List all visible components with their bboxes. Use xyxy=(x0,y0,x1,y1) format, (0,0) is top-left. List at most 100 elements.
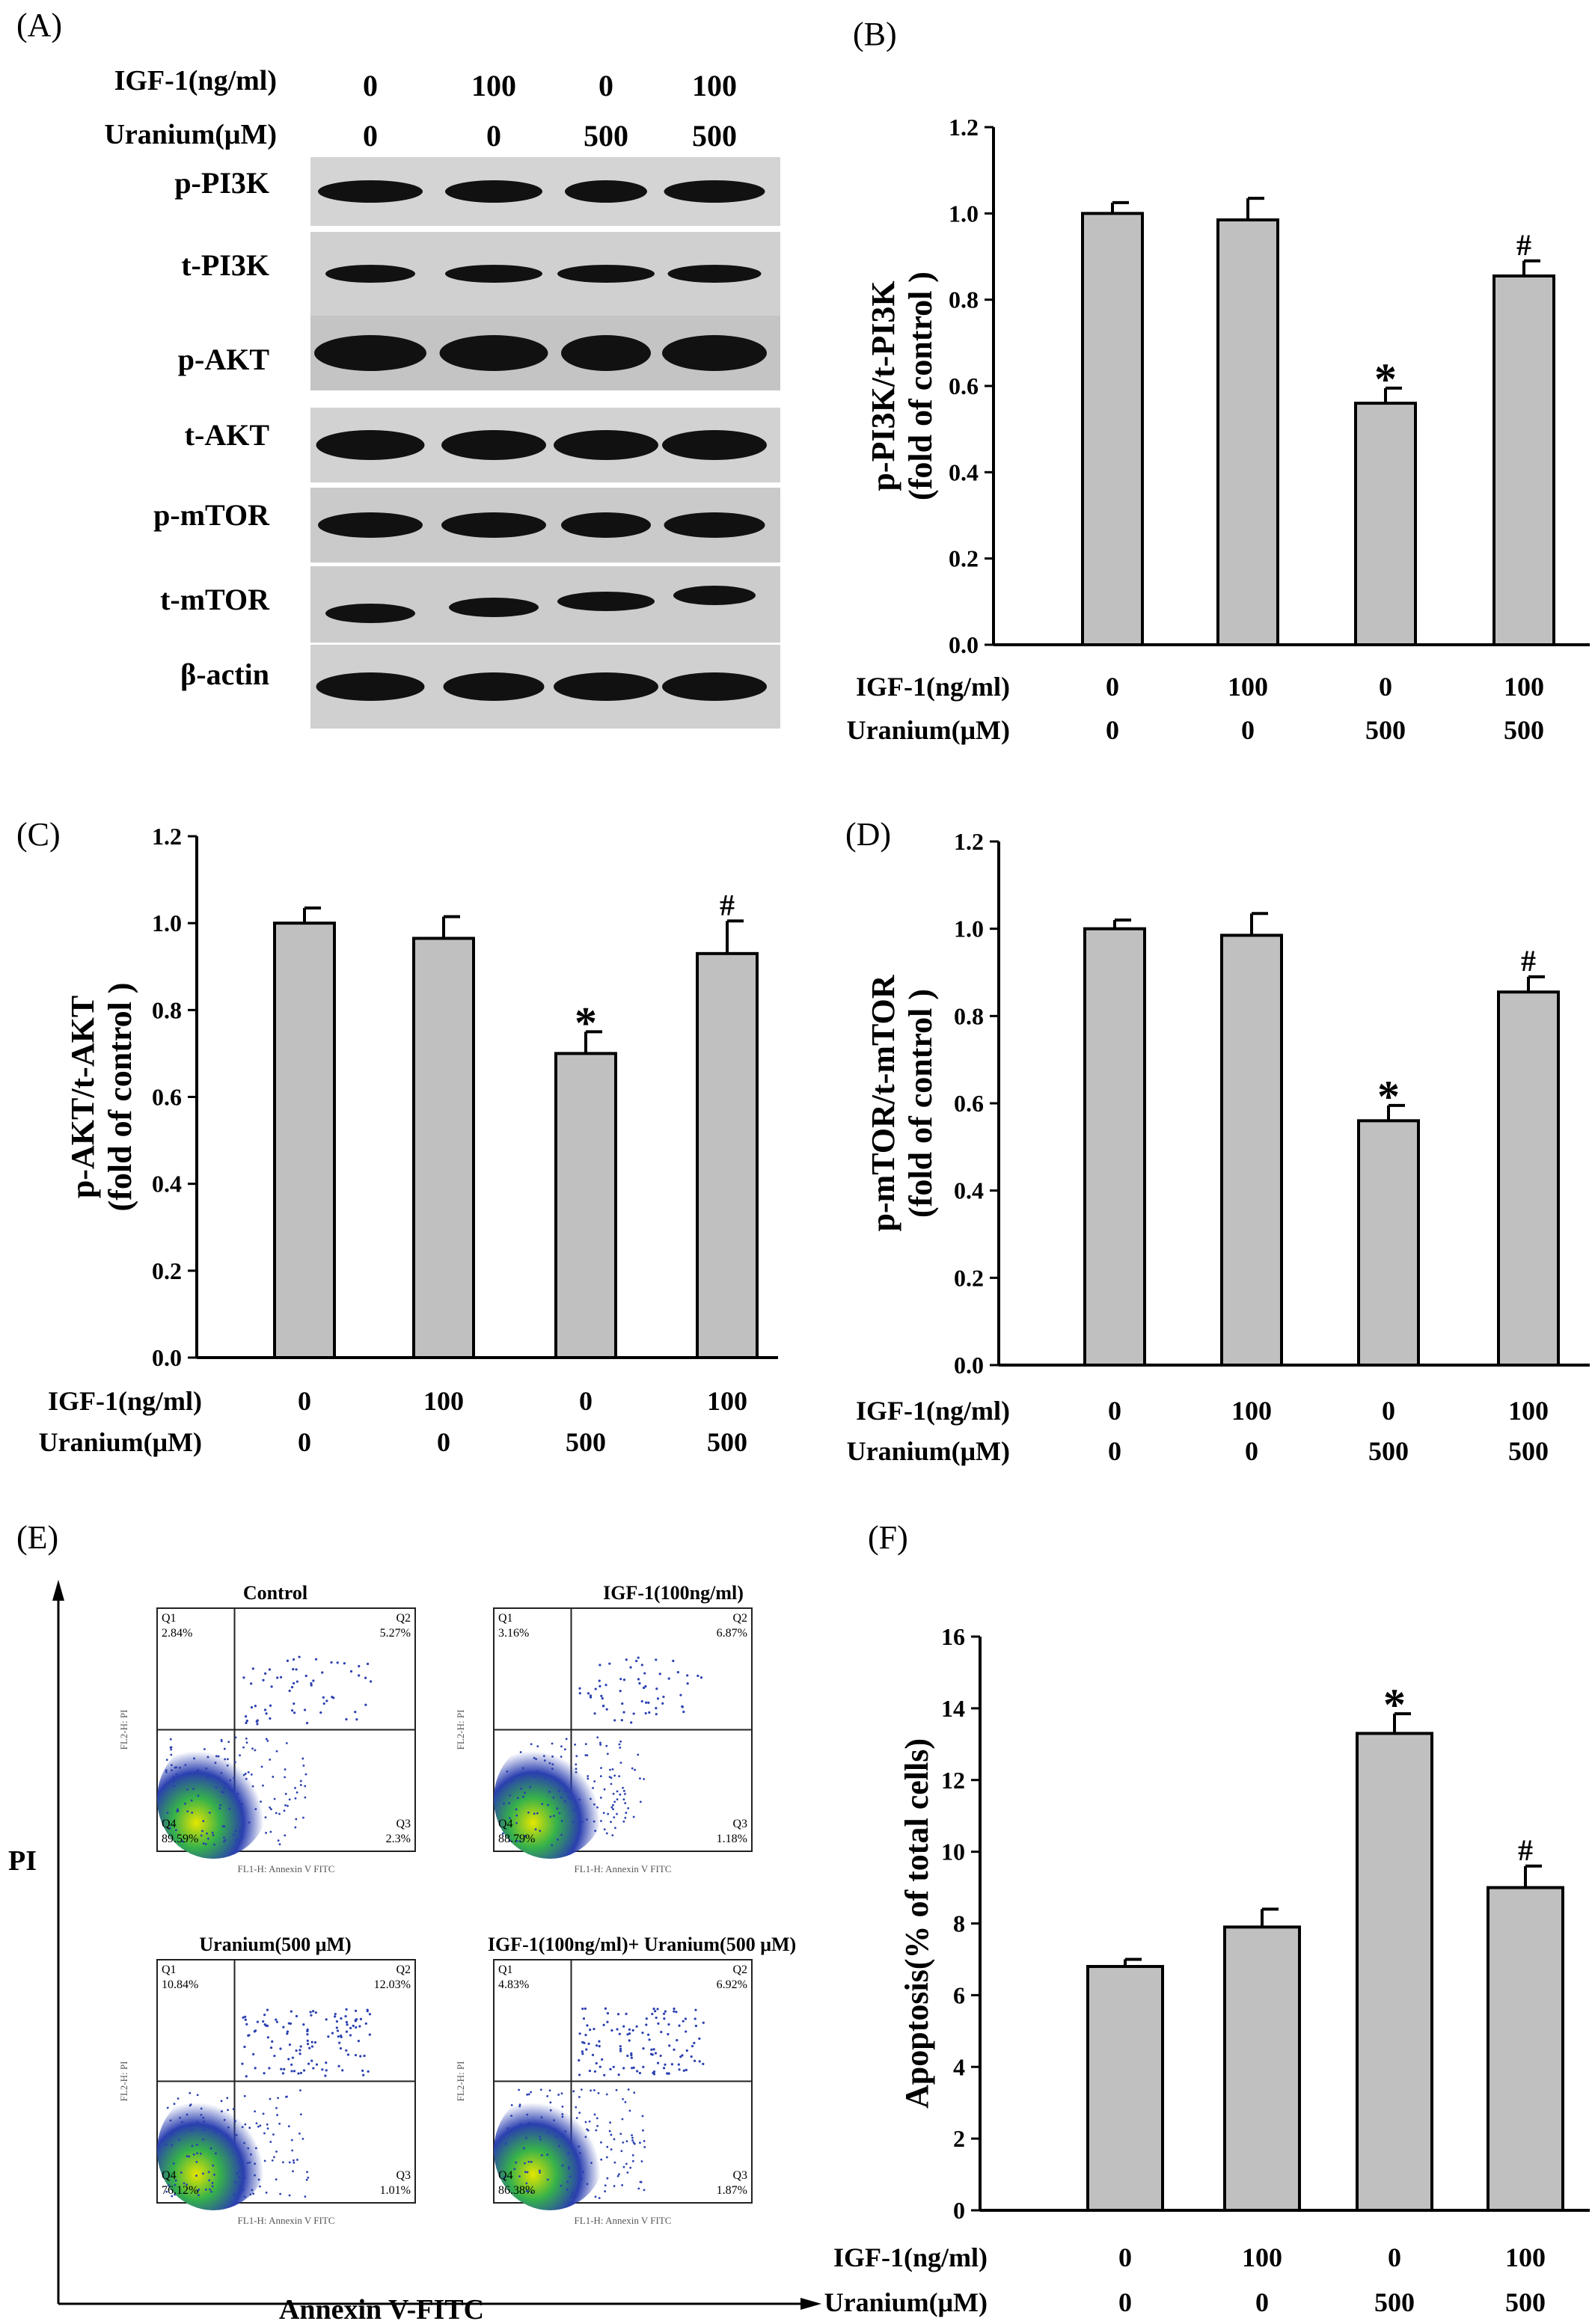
blot-row-label: p-PI3K xyxy=(174,166,269,200)
event-dot xyxy=(223,1836,225,1839)
event-dot xyxy=(595,2061,598,2065)
event-dot xyxy=(521,1795,524,1798)
event-dot xyxy=(605,1744,608,1747)
event-dot xyxy=(560,2092,563,2095)
significance-mark: * xyxy=(575,998,597,1047)
event-dot xyxy=(248,2034,251,2037)
event-dot xyxy=(298,2132,301,2135)
event-dot xyxy=(292,1658,296,1661)
event-dot xyxy=(555,2135,558,2138)
event-dot xyxy=(578,2032,581,2035)
event-dot xyxy=(698,2060,701,2063)
chart-b: 0.0 0.2 0.4 0.6 0.8 1.0 1.2 p-PI3K/t-PI3K (fold … xyxy=(847,114,1590,745)
panel-label-a: (A) xyxy=(16,7,62,43)
event-dot xyxy=(594,1830,597,1833)
event-dot xyxy=(369,1680,373,1683)
blot-band xyxy=(662,430,767,460)
event-dot xyxy=(234,1736,237,1739)
y-tick-label: 6 xyxy=(953,1981,965,2008)
flow-small-xlabel: FL1-H: Annexin V FITC xyxy=(575,2215,672,2226)
event-dot xyxy=(528,2121,530,2124)
category-igf-label: 0 xyxy=(1108,1396,1121,1426)
event-dot xyxy=(510,1779,513,1782)
event-dot xyxy=(610,2133,613,2136)
event-dot xyxy=(287,1804,289,1807)
event-dot xyxy=(254,2162,257,2165)
event-dot xyxy=(673,2048,676,2051)
event-dot xyxy=(539,1830,542,1833)
event-dot xyxy=(257,2125,260,2128)
event-dot xyxy=(637,1656,640,1659)
event-dot xyxy=(250,1706,254,1709)
event-dot xyxy=(336,2029,340,2032)
event-dot xyxy=(298,2052,301,2055)
event-dot xyxy=(238,2176,241,2179)
event-dot xyxy=(673,2007,676,2011)
blot-uranium-label: Uranium(μM) xyxy=(104,119,277,150)
event-dot xyxy=(254,2067,257,2070)
flow-plot-title: Control xyxy=(243,1582,307,1604)
event-dot xyxy=(525,2182,528,2185)
y-tick-label: 0.0 xyxy=(949,631,979,658)
event-dot xyxy=(166,2106,169,2109)
event-dot xyxy=(593,2113,596,2116)
event-dot xyxy=(327,2035,330,2038)
event-dot xyxy=(209,2147,212,2150)
event-dot xyxy=(619,2047,622,2050)
event-dot xyxy=(660,2031,663,2034)
event-dot xyxy=(655,1707,658,1710)
q1-label: Q1 xyxy=(162,1963,177,1976)
event-dot xyxy=(254,2110,257,2113)
event-dot xyxy=(621,2184,624,2186)
event-dot xyxy=(279,1675,283,1678)
event-dot xyxy=(542,1755,545,1758)
event-dot xyxy=(663,2017,666,2020)
event-dot xyxy=(204,1843,207,1845)
event-dot xyxy=(619,2049,622,2052)
event-dot xyxy=(678,2068,681,2071)
category-igf-label: 0 xyxy=(1106,672,1119,702)
y-tick-label: 0.6 xyxy=(954,1090,984,1117)
event-dot xyxy=(611,1834,614,1837)
flow-plot-title: Uranium(500 μM) xyxy=(199,1934,351,1955)
event-dot xyxy=(631,2067,634,2070)
y-tick-label: 0.2 xyxy=(152,1257,182,1284)
event-dot xyxy=(215,2131,218,2134)
event-dot xyxy=(337,2035,340,2038)
blot-band xyxy=(318,180,423,203)
event-dot xyxy=(254,1705,257,1708)
event-dot xyxy=(587,1777,590,1780)
event-dot xyxy=(165,1759,168,1762)
event-dot xyxy=(165,1769,168,1772)
event-dot xyxy=(196,2121,199,2124)
event-dot xyxy=(699,1676,703,1679)
event-dot xyxy=(273,1797,276,1800)
event-dot xyxy=(221,2110,223,2113)
event-dot xyxy=(254,2147,257,2150)
event-dot xyxy=(557,2094,560,2096)
event-dot xyxy=(618,1775,621,1778)
event-dot xyxy=(526,2113,529,2116)
igf-row-label: IGF-1(ng/ml) xyxy=(856,1396,1010,1426)
event-dot xyxy=(180,2125,183,2128)
event-dot xyxy=(599,1744,601,1746)
event-dot xyxy=(186,1788,189,1791)
event-dot xyxy=(211,2182,214,2184)
y-tick-label: 1.2 xyxy=(152,823,182,850)
event-dot xyxy=(611,1768,614,1770)
event-dot xyxy=(250,1773,253,1776)
event-dot xyxy=(642,2129,644,2132)
event-dot xyxy=(186,1810,189,1813)
event-dot xyxy=(525,2189,528,2192)
event-dot xyxy=(638,1681,641,1685)
event-dot xyxy=(262,1678,265,1681)
igf-row-label: IGF-1(ng/ml) xyxy=(856,672,1010,702)
event-dot xyxy=(260,1800,262,1803)
igf-row-label: IGF-1(ng/ml) xyxy=(833,2242,988,2272)
event-dot xyxy=(543,1759,546,1762)
event-dot xyxy=(657,2022,660,2025)
event-dot xyxy=(643,2146,646,2148)
event-dot xyxy=(643,1778,646,1780)
event-dot xyxy=(366,2008,369,2011)
event-dot xyxy=(286,2032,289,2035)
